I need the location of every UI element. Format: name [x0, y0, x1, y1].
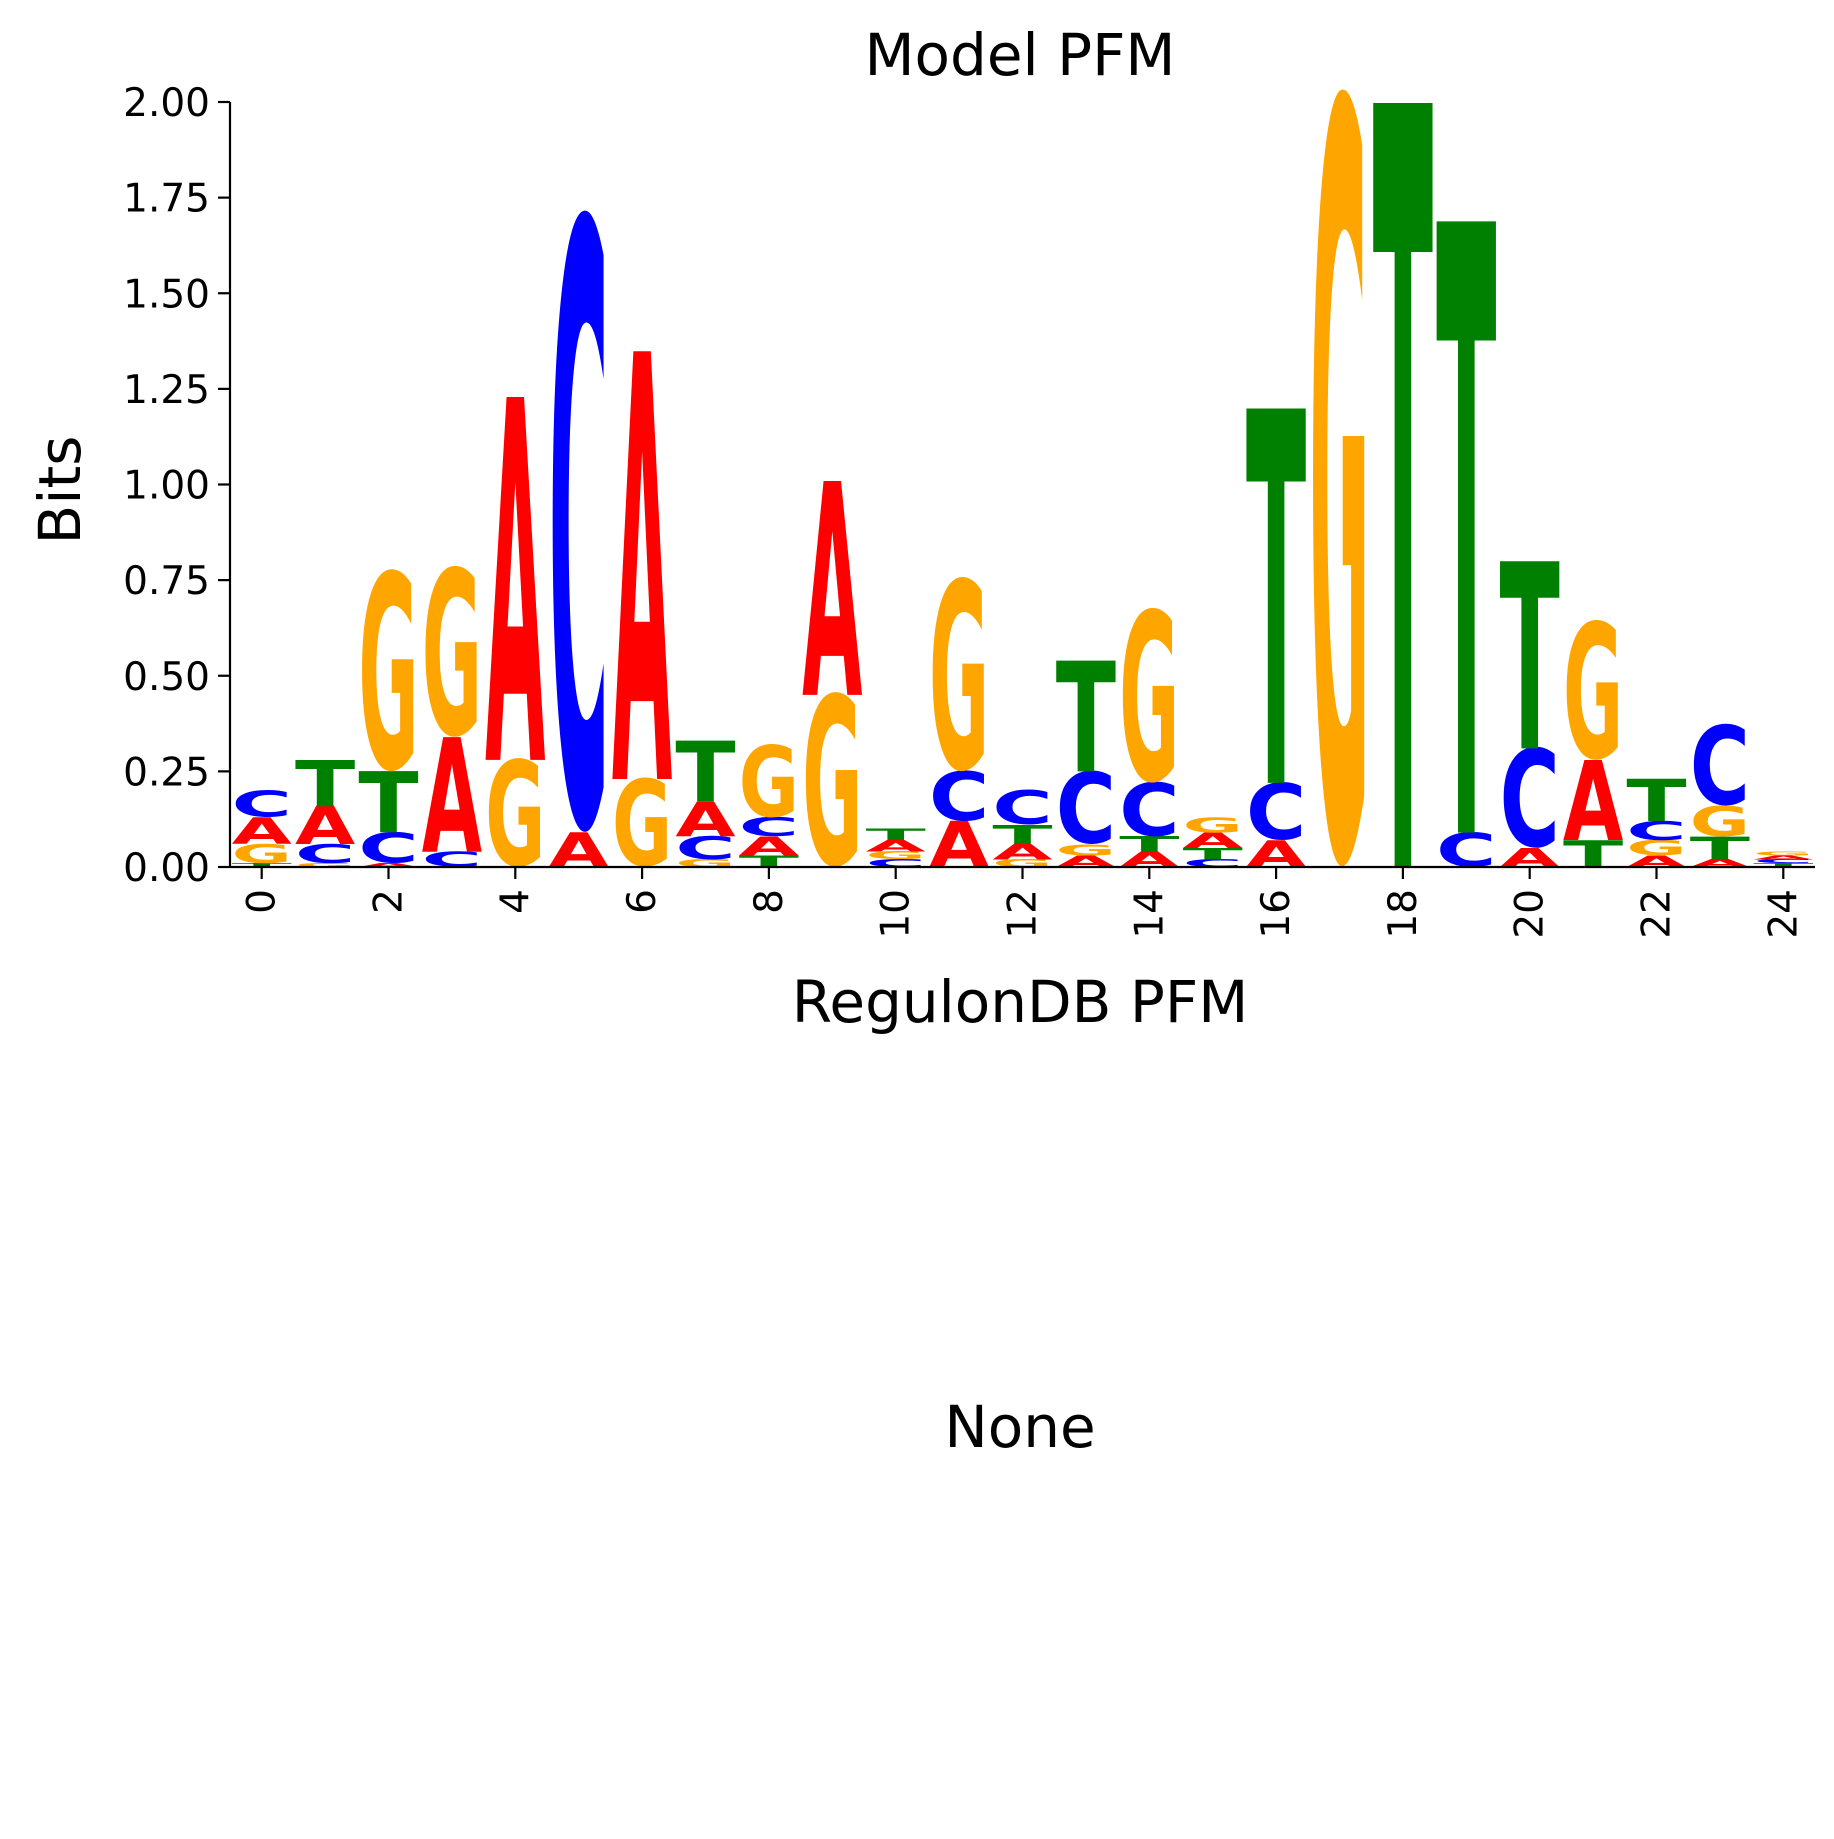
x-tick-label: 4 — [493, 889, 538, 914]
y-tick-label: 2.00 — [123, 81, 210, 126]
logo-letter-A-pos-5: A — [549, 824, 609, 879]
logo-letter-C-pos-7: C — [675, 830, 735, 866]
logo-letter-T-pos-12: T — [992, 820, 1053, 850]
logo-letter-A-pos-10: A — [866, 837, 927, 855]
logo-letter-C-pos-0: C — [232, 783, 292, 825]
logo-letter-T-pos-23: T — [1690, 830, 1750, 867]
logo-letter-C-pos-19: C — [1436, 823, 1496, 877]
logo-letter-A-pos-6: A — [612, 234, 673, 918]
logo-letter-A-pos-24: A — [1753, 855, 1814, 861]
logo-letter-T-pos-7: T — [675, 725, 736, 822]
logo-letter-C-pos-2: C — [358, 825, 418, 872]
logo-letter-G-pos-0: G — [232, 839, 292, 869]
logo-letter-C-pos-14: C — [1119, 769, 1179, 853]
logo-letter-G-pos-3: G — [422, 524, 482, 788]
logo-letter-T-pos-21: T — [1563, 833, 1623, 876]
logo-letter-A-pos-21: A — [1563, 740, 1623, 867]
logo-letter-C-pos-24: C — [1753, 858, 1813, 864]
logo-letter-T-pos-13: T — [1056, 632, 1116, 808]
logo-letter-G-pos-22: G — [1626, 836, 1686, 860]
logo-letter-T-pos-0: T — [232, 862, 293, 868]
logo-letter-C-pos-23: C — [1690, 704, 1750, 830]
logo-letter-T-pos-20: T — [1500, 512, 1560, 810]
logo-letter-A-pos-9: A — [802, 423, 862, 765]
logo-letter-T-pos-15: T — [1183, 845, 1243, 863]
logo-letter-G-pos-9: G — [802, 651, 862, 919]
logo-letter-T-pos-19: T — [1436, 55, 1497, 1031]
second-panel-none-label: None — [944, 1393, 1095, 1461]
x-tick-label: 2 — [367, 889, 412, 914]
logo-letter-G-pos-8: G — [739, 727, 799, 840]
y-axis-label: Bits — [26, 436, 94, 545]
logo-letter-T-pos-24: T — [1753, 862, 1814, 868]
y-tick-label: 1.50 — [123, 272, 210, 317]
logo-letter-G-pos-21: G — [1563, 586, 1623, 802]
logo-letter-C-pos-13: C — [1056, 753, 1116, 867]
y-tick-label: 1.25 — [123, 368, 210, 413]
logo-letter-G-pos-23: G — [1690, 798, 1750, 846]
x-tick-label: 14 — [1127, 889, 1172, 939]
logo-letter-A-pos-2: A — [358, 862, 419, 868]
x-tick-label: 24 — [1761, 889, 1806, 939]
logo-letter-T-pos-2: T — [358, 756, 419, 853]
logo-letter-T-pos-18: T — [1373, 0, 1434, 1115]
x-tick-label: 6 — [620, 889, 665, 914]
logo-letter-A-pos-0: A — [232, 811, 292, 853]
logo-letter-G-pos-15: G — [1183, 813, 1243, 837]
x-tick-label: 22 — [1635, 889, 1680, 939]
logo-letter-T-pos-1: T — [295, 748, 355, 821]
logo-letter-G-pos-13: G — [1056, 841, 1116, 859]
y-tick-label: 0.50 — [123, 655, 210, 700]
y-tick-label: 1.75 — [123, 177, 210, 222]
x-axis-label: RegulonDB PFM — [792, 968, 1249, 1036]
logo-letter-G-pos-12: G — [992, 857, 1052, 869]
y-tick-label: 1.00 — [123, 464, 210, 509]
logo-letter-G-pos-17: G — [1309, 0, 1369, 1094]
logo-letter-C-pos-20: C — [1500, 723, 1560, 878]
logo-letter-C-pos-8: C — [739, 813, 799, 843]
logo-letter-C-pos-11: C — [929, 759, 989, 837]
logo-letter-C-pos-15: C — [1183, 857, 1243, 869]
x-tick-label: 18 — [1381, 889, 1426, 939]
logo-letter-A-pos-7: A — [675, 793, 735, 848]
logo-letter-A-pos-12: A — [992, 840, 1052, 864]
x-tick-label: 0 — [240, 889, 285, 914]
logo-letter-C-pos-22: C — [1626, 817, 1686, 847]
logo-letter-A-pos-11: A — [929, 808, 989, 882]
logo-letter-C-pos-5: C — [549, 58, 609, 1015]
x-tick-label: 16 — [1254, 889, 1299, 939]
y-tick-label: 0.75 — [123, 559, 210, 604]
axes: 0.000.250.500.751.001.251.501.752.000 2 4 6… — [123, 81, 1815, 939]
logo-letter-C-pos-16: C — [1246, 767, 1306, 857]
logo-letter-G-pos-10: G — [866, 850, 926, 862]
logo-letter-A-pos-1: A — [295, 795, 356, 857]
logo-letter-T-pos-16: T — [1246, 306, 1307, 904]
logo-letter-C-pos-10: C — [866, 857, 926, 869]
x-tick-label: 12 — [1001, 889, 1046, 939]
logo-letter-T-pos-22: T — [1626, 768, 1686, 835]
logo-letter-C-pos-1: C — [295, 840, 355, 870]
logo-letter-A-pos-3: A — [422, 707, 482, 890]
logo-letter-G-pos-11: G — [929, 530, 989, 829]
logo-letter-A-pos-15: A — [1183, 829, 1243, 853]
logo-letter-A-pos-8: A — [739, 831, 799, 862]
y-tick-label: 0.00 — [123, 846, 210, 891]
logo-letter-G-pos-24: G — [1753, 851, 1813, 857]
logo-letter-C-pos-12: C — [992, 781, 1052, 835]
logo-letter-G-pos-1: G — [295, 862, 355, 868]
logo-letter-G-pos-2: G — [358, 521, 418, 832]
logo-letter-A-pos-4: A — [485, 299, 546, 879]
chart-title: Model PFM — [865, 21, 1176, 89]
logo-letter-T-pos-14: T — [1119, 832, 1180, 856]
y-tick-label: 0.25 — [123, 750, 210, 795]
logo-letter-T-pos-10: T — [866, 826, 926, 844]
logo-letter-G-pos-7: G — [675, 857, 735, 869]
x-tick-label: 10 — [874, 889, 919, 939]
logo-letter-G-pos-14: G — [1119, 566, 1179, 834]
x-tick-label: 8 — [747, 889, 792, 914]
x-tick-label: 20 — [1508, 889, 1553, 939]
